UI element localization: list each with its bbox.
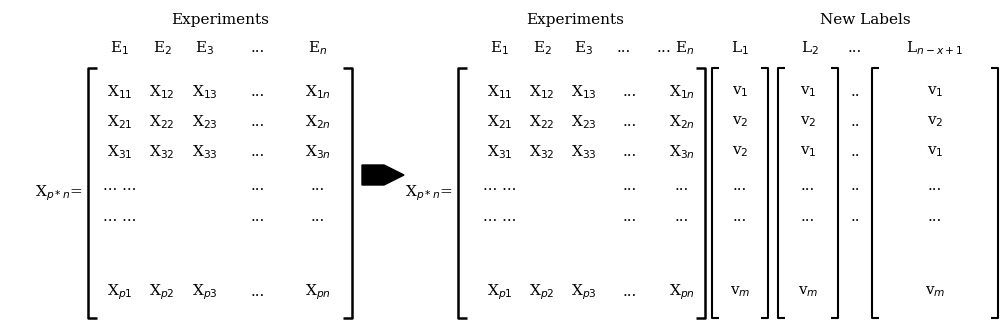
Text: v$_m$: v$_m$ xyxy=(729,285,750,299)
Text: L$_1$: L$_1$ xyxy=(731,39,749,57)
Text: v$_2$: v$_2$ xyxy=(731,145,748,159)
Text: ... E$_n$: ... E$_n$ xyxy=(656,39,694,57)
Text: E$_2$: E$_2$ xyxy=(153,39,171,57)
Text: E$_1$: E$_1$ xyxy=(111,39,130,57)
Text: X$_{p1}$: X$_{p1}$ xyxy=(108,282,133,302)
Text: ..: .. xyxy=(850,145,860,159)
Text: X$_{3n}$: X$_{3n}$ xyxy=(669,143,695,161)
Text: X$_{1n}$: X$_{1n}$ xyxy=(305,83,331,101)
Text: X$_{11}$: X$_{11}$ xyxy=(108,83,133,101)
Text: ...: ... xyxy=(250,285,266,299)
Text: v$_m$: v$_m$ xyxy=(925,285,946,299)
Text: v$_2$: v$_2$ xyxy=(927,115,944,129)
Text: X$_{12}$: X$_{12}$ xyxy=(529,83,554,101)
Text: L$_{n-x+1}$: L$_{n-x+1}$ xyxy=(906,39,964,57)
Text: v$_1$: v$_1$ xyxy=(927,145,944,159)
Text: ...: ... xyxy=(250,115,266,129)
Text: Experiments: Experiments xyxy=(171,13,269,27)
Text: ...: ... xyxy=(623,115,637,129)
Text: E$_2$: E$_2$ xyxy=(532,39,551,57)
Text: X$_{23}$: X$_{23}$ xyxy=(192,113,218,131)
Text: ...: ... xyxy=(623,85,637,99)
Text: X$_{13}$: X$_{13}$ xyxy=(571,83,597,101)
Text: X$_{23}$: X$_{23}$ xyxy=(571,113,597,131)
Text: ...: ... xyxy=(675,210,689,224)
Text: ...: ... xyxy=(928,179,943,193)
Text: ...: ... xyxy=(801,179,815,193)
Text: ..: .. xyxy=(850,85,860,99)
Text: New Labels: New Labels xyxy=(820,13,910,27)
Text: X$_{32}$: X$_{32}$ xyxy=(149,143,175,161)
Text: X$_{21}$: X$_{21}$ xyxy=(487,113,513,131)
Text: ...: ... xyxy=(675,179,689,193)
Text: X$_{22}$: X$_{22}$ xyxy=(149,113,175,131)
Text: v$_m$: v$_m$ xyxy=(798,285,818,299)
Text: Experiments: Experiments xyxy=(526,13,624,27)
Text: ... ...: ... ... xyxy=(483,179,517,193)
Text: ...: ... xyxy=(311,179,325,193)
Text: ...: ... xyxy=(733,179,747,193)
Text: ...: ... xyxy=(623,145,637,159)
Text: X$_{33}$: X$_{33}$ xyxy=(571,143,597,161)
Text: ...: ... xyxy=(617,41,631,55)
Text: v$_2$: v$_2$ xyxy=(800,115,816,129)
Text: ...: ... xyxy=(623,179,637,193)
Text: E$_3$: E$_3$ xyxy=(574,39,594,57)
Text: ...: ... xyxy=(623,285,637,299)
Text: X$_{32}$: X$_{32}$ xyxy=(529,143,554,161)
Text: X$_{pn}$: X$_{pn}$ xyxy=(305,282,331,302)
Text: v$_1$: v$_1$ xyxy=(800,85,816,99)
Text: ...: ... xyxy=(311,210,325,224)
Text: ...: ... xyxy=(801,210,815,224)
Text: X$_{p2}$: X$_{p2}$ xyxy=(149,282,175,302)
FancyArrow shape xyxy=(362,165,404,185)
Text: X$_{p*n}$=: X$_{p*n}$= xyxy=(35,183,83,203)
Text: X$_{13}$: X$_{13}$ xyxy=(192,83,218,101)
Text: L$_2$: L$_2$ xyxy=(801,39,819,57)
Text: X$_{31}$: X$_{31}$ xyxy=(487,143,513,161)
Text: v$_1$: v$_1$ xyxy=(927,85,944,99)
Text: ..: .. xyxy=(850,115,860,129)
Text: ..: .. xyxy=(850,210,860,224)
Text: X$_{2n}$: X$_{2n}$ xyxy=(305,113,331,131)
Text: ... ...: ... ... xyxy=(104,179,137,193)
Text: X$_{p1}$: X$_{p1}$ xyxy=(487,282,513,302)
Text: X$_{21}$: X$_{21}$ xyxy=(108,113,133,131)
Text: ... ...: ... ... xyxy=(104,210,137,224)
Text: ...: ... xyxy=(250,210,266,224)
Text: E$_3$: E$_3$ xyxy=(195,39,214,57)
Text: X$_{p2}$: X$_{p2}$ xyxy=(529,282,554,302)
Text: ...: ... xyxy=(250,85,266,99)
Text: ...: ... xyxy=(848,41,862,55)
Text: X$_{11}$: X$_{11}$ xyxy=(487,83,513,101)
Text: X$_{33}$: X$_{33}$ xyxy=(192,143,218,161)
Text: ...: ... xyxy=(250,145,266,159)
Text: X$_{pn}$: X$_{pn}$ xyxy=(669,282,695,302)
Text: ...: ... xyxy=(250,179,266,193)
Text: ...: ... xyxy=(250,41,266,55)
Text: v$_1$: v$_1$ xyxy=(800,145,816,159)
Text: X$_{1n}$: X$_{1n}$ xyxy=(669,83,695,101)
Text: X$_{3n}$: X$_{3n}$ xyxy=(305,143,331,161)
Text: X$_{2n}$: X$_{2n}$ xyxy=(669,113,695,131)
Text: E$_n$: E$_n$ xyxy=(309,39,328,57)
Text: E$_1$: E$_1$ xyxy=(491,39,509,57)
Text: v$_1$: v$_1$ xyxy=(731,85,748,99)
Text: X$_{22}$: X$_{22}$ xyxy=(529,113,554,131)
Text: X$_{p3}$: X$_{p3}$ xyxy=(571,282,597,302)
Text: X$_{p*n}$=: X$_{p*n}$= xyxy=(405,183,453,203)
Text: ...: ... xyxy=(928,210,943,224)
Text: X$_{12}$: X$_{12}$ xyxy=(149,83,175,101)
Text: ... ...: ... ... xyxy=(483,210,517,224)
Text: ...: ... xyxy=(623,210,637,224)
Text: v$_2$: v$_2$ xyxy=(731,115,748,129)
Text: ...: ... xyxy=(733,210,747,224)
Text: ..: .. xyxy=(850,179,860,193)
Text: X$_{31}$: X$_{31}$ xyxy=(108,143,133,161)
Text: X$_{p3}$: X$_{p3}$ xyxy=(192,282,218,302)
